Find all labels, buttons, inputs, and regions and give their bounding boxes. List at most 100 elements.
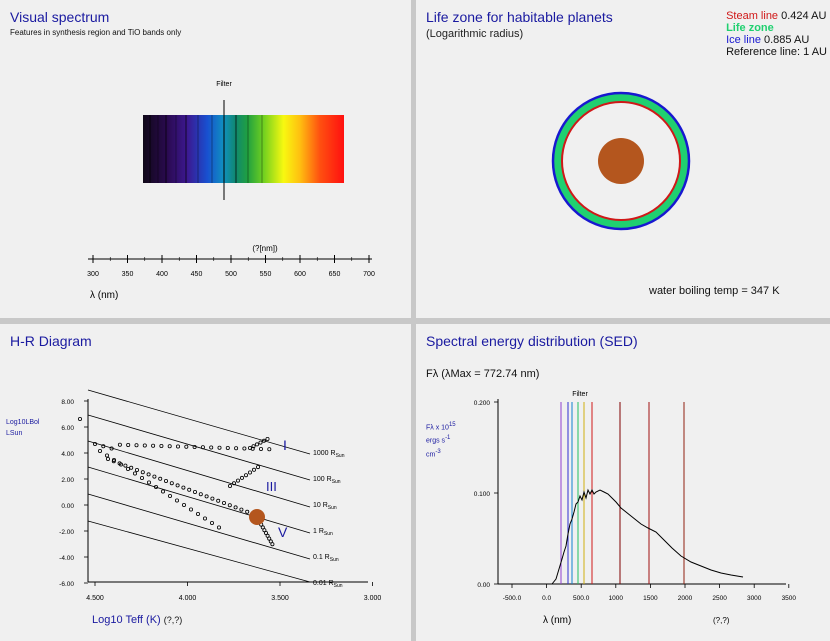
radius-lines	[87, 389, 311, 583]
radius-label: 1000 RSun	[313, 450, 345, 459]
hr-point	[221, 500, 226, 505]
spectrum-tick-label: 650	[329, 271, 341, 278]
sed-canvas[interactable]: 0.200 0.100 0.00 -500.0 0.0 500.0 1000 1500 200…	[416, 324, 830, 641]
hr-point	[175, 483, 180, 488]
spectrum-tick-label: 700	[363, 271, 375, 278]
hr-point	[158, 476, 163, 481]
hr-point	[117, 442, 122, 447]
hr-point	[217, 445, 222, 450]
hr-point	[146, 472, 151, 477]
hr-point	[198, 492, 203, 497]
hr-y-tick-label: 2.00	[61, 477, 74, 484]
hr-point	[142, 443, 147, 448]
hr-point	[117, 461, 122, 466]
hr-point	[204, 494, 209, 499]
hr-point	[261, 438, 266, 443]
hr-point	[195, 511, 200, 516]
life-zone-title: Life zone for habitable planets	[426, 9, 613, 25]
spectrum-tick-label: 600	[294, 271, 306, 278]
hr-point	[235, 478, 240, 483]
hr-point	[227, 503, 232, 508]
hr-point	[247, 470, 252, 475]
hr-point	[209, 520, 214, 525]
hr-point	[140, 470, 145, 475]
sed-lambda-max: Fλ (λMax = 772.74 nm)	[426, 368, 540, 380]
hr-point	[146, 480, 151, 485]
sed-y-label: Fλ x 1015 ergs s-1 cm-3	[426, 422, 456, 458]
sed-x-tick-label: -500.0	[503, 595, 522, 602]
hr-point	[255, 465, 260, 470]
hr-canvas[interactable]: 8.00 6.00 4.00 2.00 0.00 -2.00 -4.00 -6.00 4.50…	[0, 324, 411, 641]
hr-point	[239, 507, 244, 512]
hr-point	[216, 498, 221, 503]
hr-point	[200, 445, 205, 450]
sed-x-tick-label: 1500	[643, 595, 658, 602]
hr-y-label: Log10LBol LSun	[6, 419, 40, 437]
sed-x-tick-label: 2500	[712, 595, 727, 602]
spectrum-xlabel: λ (nm)	[90, 290, 118, 301]
hr-point	[225, 446, 230, 451]
sed-y-tick-label: 0.00	[477, 582, 490, 589]
hr-y-tick-label: -4.00	[59, 555, 74, 562]
hr-point	[216, 525, 221, 530]
hr-y-tick-label: -6.00	[59, 581, 74, 588]
spectrum-unit-label: (?[nm])	[252, 244, 278, 253]
hr-x-tick-label: 4.500	[86, 595, 104, 602]
life-zone-canvas	[551, 91, 691, 231]
hr-point	[160, 489, 165, 494]
hr-point	[242, 446, 247, 451]
hr-point	[93, 442, 98, 447]
hr-point	[265, 437, 270, 442]
hr-point	[263, 530, 268, 535]
hr-point	[239, 475, 244, 480]
filter-label: Filter	[216, 81, 232, 88]
hr-y-tick-label: 8.00	[61, 399, 74, 406]
hr-point	[167, 493, 172, 498]
hr-point	[181, 502, 186, 507]
hr-point	[258, 447, 263, 452]
hr-point	[202, 516, 207, 521]
hr-x-tick-label: 3.000	[364, 595, 382, 602]
sed-x-tick-label: 3000	[747, 595, 762, 602]
radius-label: 10 RSun	[313, 502, 337, 511]
hr-point	[258, 440, 263, 445]
spectrum-tick-label: 450	[191, 271, 203, 278]
hr-title: H-R Diagram	[10, 333, 92, 349]
hr-point	[184, 444, 189, 449]
hr-x-ticks: 4.500 4.000 3.500 3.000	[86, 582, 381, 602]
hr-point	[227, 483, 232, 488]
hr-point	[151, 443, 156, 448]
hr-point	[268, 539, 273, 544]
hr-point	[153, 484, 158, 489]
hr-point	[260, 525, 265, 530]
hr-point	[262, 528, 267, 533]
legend-ice: Ice line 0.885 AU	[726, 34, 810, 46]
current-star-marker[interactable]	[249, 509, 265, 525]
sed-y-tick-label: 0.100	[474, 491, 491, 498]
sed-x-ticks: -500.0 0.0 500.0 1000 1500 2000 2500 3000 3500	[503, 584, 797, 602]
hr-diagram-panel: H-R Diagram Log10LBol LSun 8.00 6.00 4.00 2…	[0, 324, 411, 641]
spectrum-ticks: 300 350 400 450 500 550 600 650 700	[87, 255, 375, 278]
sed-x-tick-label: 0.0	[542, 595, 551, 602]
hr-point	[163, 478, 168, 483]
hr-point	[210, 496, 215, 501]
hr-point	[251, 467, 256, 472]
sed-x-tick-label: 500.0	[573, 595, 590, 602]
hr-point	[254, 442, 259, 447]
sed-x-tick-label: 3500	[782, 595, 797, 602]
hr-point	[245, 509, 250, 514]
sed-panel: Spectral energy distribution (SED) Fλ (λ…	[416, 324, 830, 641]
hr-point	[188, 507, 193, 512]
legend-reference: Reference line: 1 AU	[726, 46, 827, 58]
hr-point	[169, 481, 174, 486]
hr-point	[109, 446, 114, 451]
radius-label: 1 RSun	[313, 528, 333, 537]
sed-title: Spectral energy distribution (SED)	[426, 333, 638, 349]
water-boiling-temp: water boiling temp = 347 K	[649, 285, 780, 297]
hr-point	[247, 446, 252, 451]
spectrum-tick-label: 500	[225, 271, 237, 278]
visual-spectrum-panel: Visual spectrum Features in synthesis re…	[0, 0, 411, 318]
sed-x-unit: (?,?)	[713, 616, 730, 625]
spectrum-band	[143, 115, 344, 183]
hr-y-tick-label: 4.00	[61, 451, 74, 458]
